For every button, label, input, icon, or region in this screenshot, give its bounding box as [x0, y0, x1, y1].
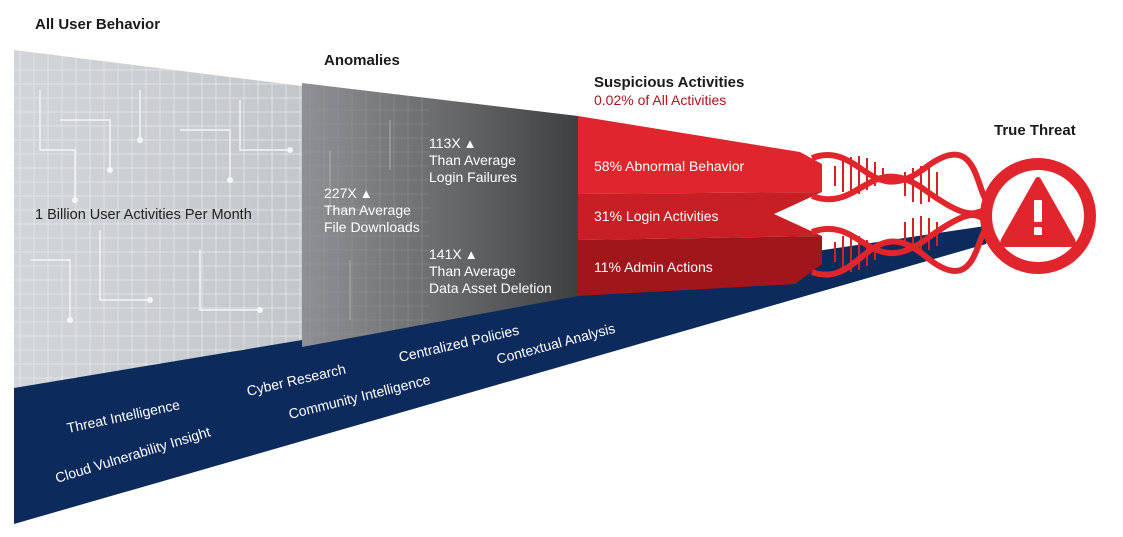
stat-value: 113X: [429, 135, 461, 151]
segment-admin-actions: [578, 236, 822, 296]
suspicious-activities-subtitle: 0.02% of All Activities: [594, 92, 727, 108]
segment-label-abnormal-behavior: 58% Abnormal Behavior: [594, 158, 745, 174]
true-threat-title: True Threat: [994, 122, 1076, 139]
anomaly-stat-data-asset-deletion: 141X ▲ Than Average Data Asset Deletion: [429, 246, 552, 297]
stat-line2: File Downloads: [324, 219, 420, 235]
circuit-pattern: [14, 50, 302, 388]
increase-arrow-icon: ▲: [464, 247, 478, 262]
increase-arrow-icon: ▲: [359, 186, 373, 201]
all-user-behavior-title: All User Behavior: [35, 16, 161, 33]
stat-line1: Than Average: [429, 263, 516, 279]
segment-abnormal-behavior: [578, 116, 822, 194]
anomalies-title: Anomalies: [324, 52, 400, 69]
intelligence-band: [14, 225, 992, 524]
stat-line1: Than Average: [324, 202, 411, 218]
increase-arrow-icon: ▲: [463, 136, 477, 151]
segment-label-admin-actions: 11% Admin Actions: [594, 259, 713, 275]
dna-helix: [810, 151, 993, 278]
segment-login-activities: [578, 192, 822, 240]
anomalies-panel: [302, 83, 578, 347]
stat-value: 141X: [429, 246, 462, 262]
circuit-pattern-dark: [302, 83, 430, 347]
stat-line2: Login Failures: [429, 169, 517, 185]
anomaly-stat-file-downloads: 227X ▲ Than Average File Downloads: [324, 185, 420, 236]
stat-line2: Data Asset Deletion: [429, 280, 552, 296]
segment-label-login-activities: 31% Login Activities: [594, 208, 719, 224]
stat-line1: Than Average: [429, 152, 516, 168]
all-user-behavior-description: 1 Billion User Activities Per Month: [35, 207, 252, 223]
anomaly-stat-login-failures: 113X ▲ Than Average Login Failures: [429, 135, 517, 186]
warning-triangle-icon: [1000, 177, 1076, 247]
suspicious-activities-title: Suspicious Activities: [594, 74, 745, 91]
stat-value: 227X: [324, 185, 357, 201]
